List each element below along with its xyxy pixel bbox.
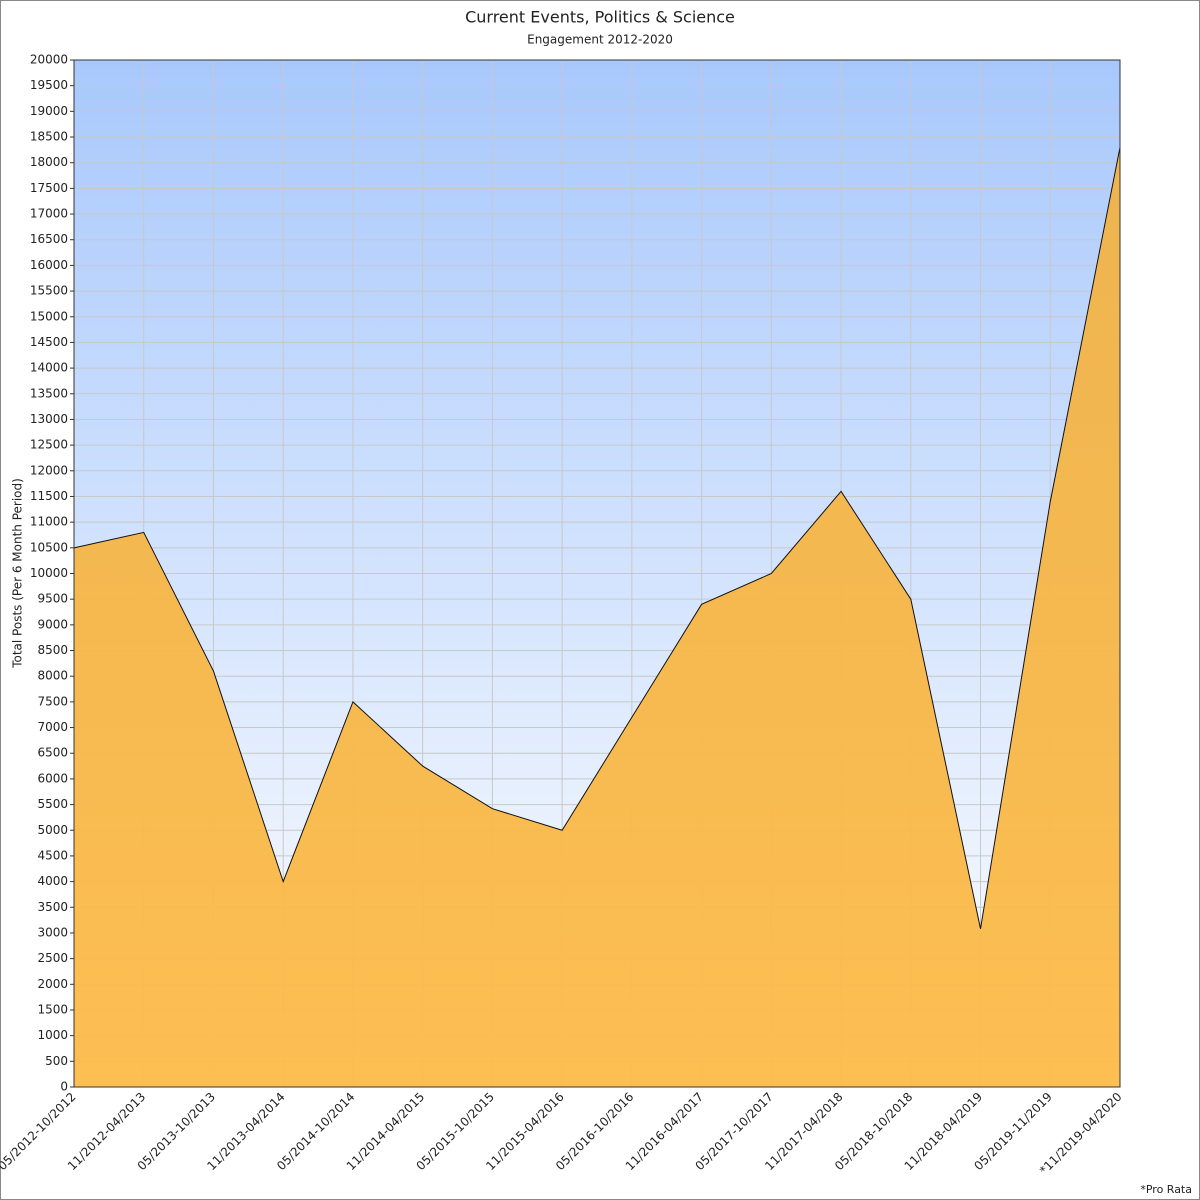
y-tick-label: 14500: [30, 335, 68, 349]
y-tick-label: 19000: [30, 104, 68, 118]
y-tick-label: 10500: [30, 540, 68, 554]
chart-subtitle: Engagement 2012-2020: [527, 33, 673, 47]
y-tick-label: 7000: [37, 720, 68, 734]
y-tick-label: 9000: [37, 617, 68, 631]
y-tick-label: 16000: [30, 258, 68, 272]
y-tick-label: 2500: [37, 951, 68, 965]
y-tick-label: 3000: [37, 925, 68, 939]
footnote: *Pro Rata: [1140, 1183, 1192, 1196]
y-tick-label: 10000: [30, 566, 68, 580]
y-tick-label: 1500: [37, 1002, 68, 1016]
y-tick-label: 15500: [30, 284, 68, 298]
y-tick-label: 18500: [30, 130, 68, 144]
y-tick-label: 5000: [37, 823, 68, 837]
y-tick-label: 8000: [37, 669, 68, 683]
y-tick-label: 8500: [37, 643, 68, 657]
y-tick-label: 12500: [30, 438, 68, 452]
y-tick-label: 4500: [37, 848, 68, 862]
y-tick-label: 6500: [37, 746, 68, 760]
y-tick-label: 0: [60, 1080, 68, 1094]
y-tick-label: 18000: [30, 155, 68, 169]
y-tick-label: 14000: [30, 361, 68, 375]
y-tick-label: 15000: [30, 309, 68, 323]
area: [74, 147, 1120, 1088]
y-tick-label: 17500: [30, 181, 68, 195]
y-tick-label: 11500: [30, 489, 68, 503]
chart-title: Current Events, Politics & Science: [465, 8, 735, 27]
line: [73, 147, 1121, 929]
y-tick-label: 11000: [30, 515, 68, 529]
y-tick-label: 7500: [37, 694, 68, 708]
y-tick-label: 2000: [37, 977, 68, 991]
y-tick-label: 1000: [37, 1028, 68, 1042]
y-tick-label: 20000: [30, 53, 68, 67]
y-axis-label: Total Posts (Per 6 Month Period): [11, 478, 25, 669]
y-tick-label: 5500: [37, 797, 68, 811]
y-tick-label: 13000: [30, 412, 68, 426]
y-tick-label: 500: [45, 1054, 68, 1068]
plot-border: [73, 59, 1121, 1088]
y-tick-label: 4000: [37, 874, 68, 888]
y-tick-label: 16500: [30, 232, 68, 246]
y-tick-label: 9500: [37, 592, 68, 606]
y-tick-label: 12000: [30, 463, 68, 477]
y-tick-label: 3500: [37, 900, 68, 914]
y-tick-label: 6000: [37, 771, 68, 785]
y-tick-label: 13500: [30, 386, 68, 400]
y-tick-label: 19500: [30, 78, 68, 92]
y-tick-label: 17000: [30, 207, 68, 221]
